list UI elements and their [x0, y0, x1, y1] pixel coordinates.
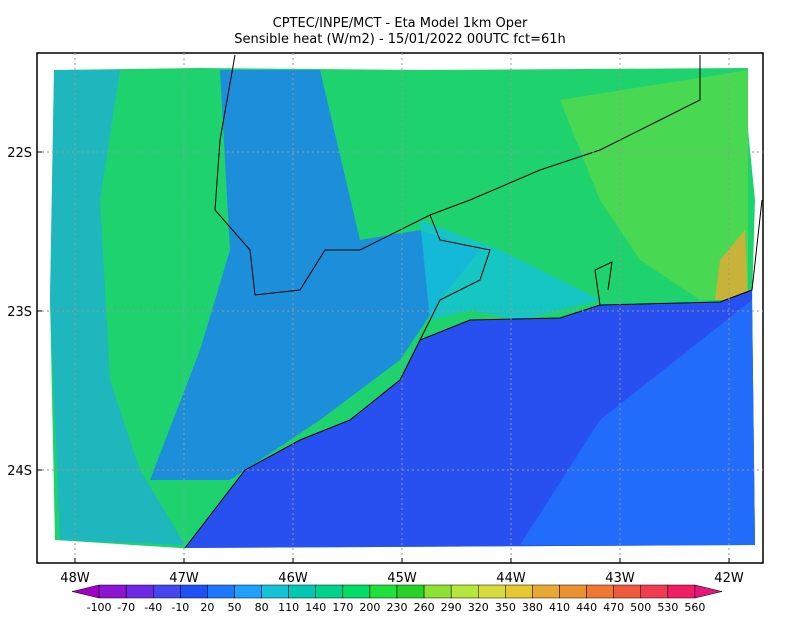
colorbar-box [342, 584, 371, 599]
colorbar-box [288, 584, 316, 599]
colorbar-box [505, 584, 533, 599]
colorbar-box [153, 584, 181, 599]
lon-label: 43W [605, 571, 635, 586]
lon-label: 47W [169, 571, 199, 586]
colorbar-label: 380 [522, 601, 543, 614]
colorbar-arrow [694, 584, 723, 599]
colorbar-box [532, 584, 560, 599]
colorbar-box [450, 584, 479, 599]
lon-label: 44W [496, 571, 526, 586]
colorbar-label: 20 [200, 601, 214, 614]
colorbar-box [207, 584, 235, 599]
colorbar-box [667, 584, 696, 599]
colorbar-box [423, 584, 452, 599]
colorbar-label: 290 [441, 601, 462, 614]
colorbar-box [261, 584, 289, 599]
coastline [184, 199, 763, 549]
colorbar-box [478, 584, 506, 599]
colorbar-box [369, 584, 398, 599]
colorbar-label: 260 [414, 601, 435, 614]
lon-label: 42W [714, 571, 744, 586]
colorbar-arrow [71, 584, 100, 599]
colorbar-box [559, 584, 587, 599]
colorbar-box [98, 584, 127, 599]
colorbar-label: 350 [495, 601, 516, 614]
title: CPTEC/INPE/MCT - Eta Model 1km Oper [273, 16, 528, 31]
state-border [419, 214, 491, 341]
lon-label: 48W [60, 571, 90, 586]
colorbar-label: 440 [576, 601, 597, 614]
colorbar-box [125, 584, 154, 599]
lat-label: 22S [7, 146, 32, 161]
colorbar-label: 410 [549, 601, 570, 614]
colorbar-label: 500 [630, 601, 651, 614]
colorbar-label: 50 [228, 601, 242, 614]
colorbar-label: -70 [117, 601, 135, 614]
map-frame [36, 52, 764, 564]
colorbar-label: 530 [657, 601, 678, 614]
colorbar-label: 140 [305, 601, 326, 614]
colorbar-box [180, 584, 208, 599]
lon-label: 45W [387, 571, 417, 586]
colorbar-box [315, 584, 344, 599]
map-field [36, 52, 764, 564]
colorbar-label: 560 [684, 601, 705, 614]
graticule: 22S 23S 24S 48W 47W 46W 45W 44W 43W 42W [7, 53, 763, 586]
inland-blue [150, 70, 480, 480]
ocean-light [520, 300, 755, 545]
lon-label: 46W [278, 571, 308, 586]
colorbar-box [396, 584, 425, 599]
lat-label: 24S [7, 464, 32, 479]
colorbar-label: 200 [359, 601, 380, 614]
colorbar-label: 230 [387, 601, 408, 614]
colorbar: -100 -70 -40 -10 20 50 80 110 140 170 200 230 260 290… [71, 584, 723, 614]
subtitle: Sensible heat (W/m2) - 15/01/2022 00UTC … [234, 32, 566, 47]
land-hot [715, 230, 748, 300]
colorbar-label: 110 [278, 601, 299, 614]
state-border [594, 261, 613, 306]
inland-blue [50, 70, 185, 545]
colorbar-box [640, 584, 669, 599]
colorbar-label: -10 [171, 601, 189, 614]
colorbar-label: -40 [144, 601, 162, 614]
colorbar-box [234, 584, 262, 599]
colorbar-label: 170 [332, 601, 353, 614]
land-warm [560, 70, 748, 300]
state-border [214, 54, 701, 296]
lat-label: 23S [7, 305, 32, 320]
colorbar-label: -100 [87, 601, 112, 614]
colorbar-box [586, 584, 614, 599]
colorbar-label: 320 [468, 601, 489, 614]
colorbar-label: 80 [255, 601, 269, 614]
colorbar-label: 470 [603, 601, 624, 614]
colorbar-box [613, 584, 642, 599]
